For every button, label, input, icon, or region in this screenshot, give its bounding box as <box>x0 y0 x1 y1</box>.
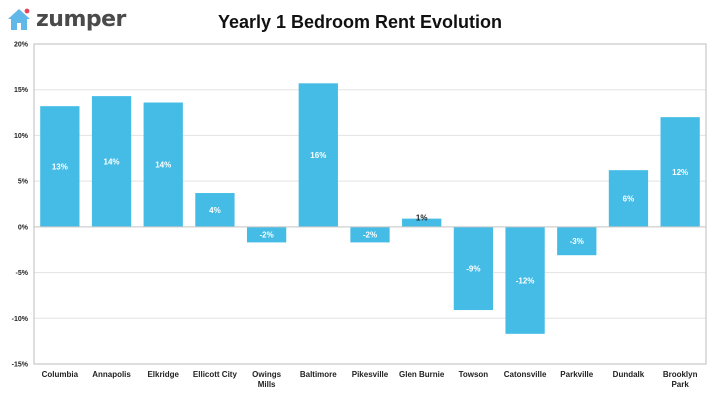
brand-logo: zumper <box>6 6 126 32</box>
y-tick-label: 0% <box>18 224 29 231</box>
bar <box>40 106 80 227</box>
data-label: 14% <box>104 157 120 166</box>
data-label: 13% <box>52 163 68 172</box>
data-label: -3% <box>570 237 584 246</box>
bar <box>402 218 442 227</box>
category-label: Catonsville <box>504 370 547 379</box>
category-label: Ellicott City <box>193 370 238 379</box>
bar <box>660 117 700 227</box>
category-label: Brooklyn Park <box>663 370 698 389</box>
bar <box>350 226 390 243</box>
y-tick-label: 20% <box>14 42 29 49</box>
data-label: -9% <box>466 264 480 273</box>
bar <box>557 226 597 256</box>
category-label: Annapolis <box>92 370 131 379</box>
category-label: Parkville <box>560 370 593 379</box>
bar <box>246 226 287 243</box>
category-label: Elkridge <box>147 370 179 379</box>
category-label: Columbia <box>42 370 79 379</box>
category-label: Towson <box>459 370 489 379</box>
category-label: Baltimore <box>300 370 337 379</box>
data-label: -12% <box>516 276 535 285</box>
bar <box>505 226 545 334</box>
data-label: 16% <box>310 151 326 160</box>
category-label: Glen Burnie <box>399 370 445 379</box>
data-label: -2% <box>363 231 377 240</box>
chart-title: Yearly 1 Bedroom Rent Evolution <box>217 12 503 32</box>
y-tick-label: 15% <box>14 87 29 94</box>
y-tick-label: 10% <box>14 133 29 140</box>
data-label: 12% <box>672 168 688 177</box>
bar <box>453 226 494 311</box>
data-label: 1% <box>416 214 428 223</box>
category-label: Owings Mills <box>252 370 281 389</box>
bar <box>91 96 132 227</box>
bar <box>143 102 183 227</box>
data-label: 14% <box>155 161 171 170</box>
bar <box>195 193 235 227</box>
bar <box>608 170 649 227</box>
category-label: Pikesville <box>352 370 389 379</box>
house-icon <box>8 8 30 30</box>
data-label: 6% <box>623 195 635 204</box>
y-tick-label: -10% <box>12 316 29 323</box>
plot-area-border <box>33 43 707 365</box>
data-label: 4% <box>209 206 221 215</box>
y-tick-label: 5% <box>18 179 29 186</box>
category-label: Dundalk <box>613 370 645 379</box>
y-tick-label: -5% <box>16 270 29 277</box>
brand-name: zumper <box>36 6 126 32</box>
y-tick-label: -15% <box>12 362 29 369</box>
data-label: -2% <box>259 231 273 240</box>
bar <box>298 83 338 227</box>
